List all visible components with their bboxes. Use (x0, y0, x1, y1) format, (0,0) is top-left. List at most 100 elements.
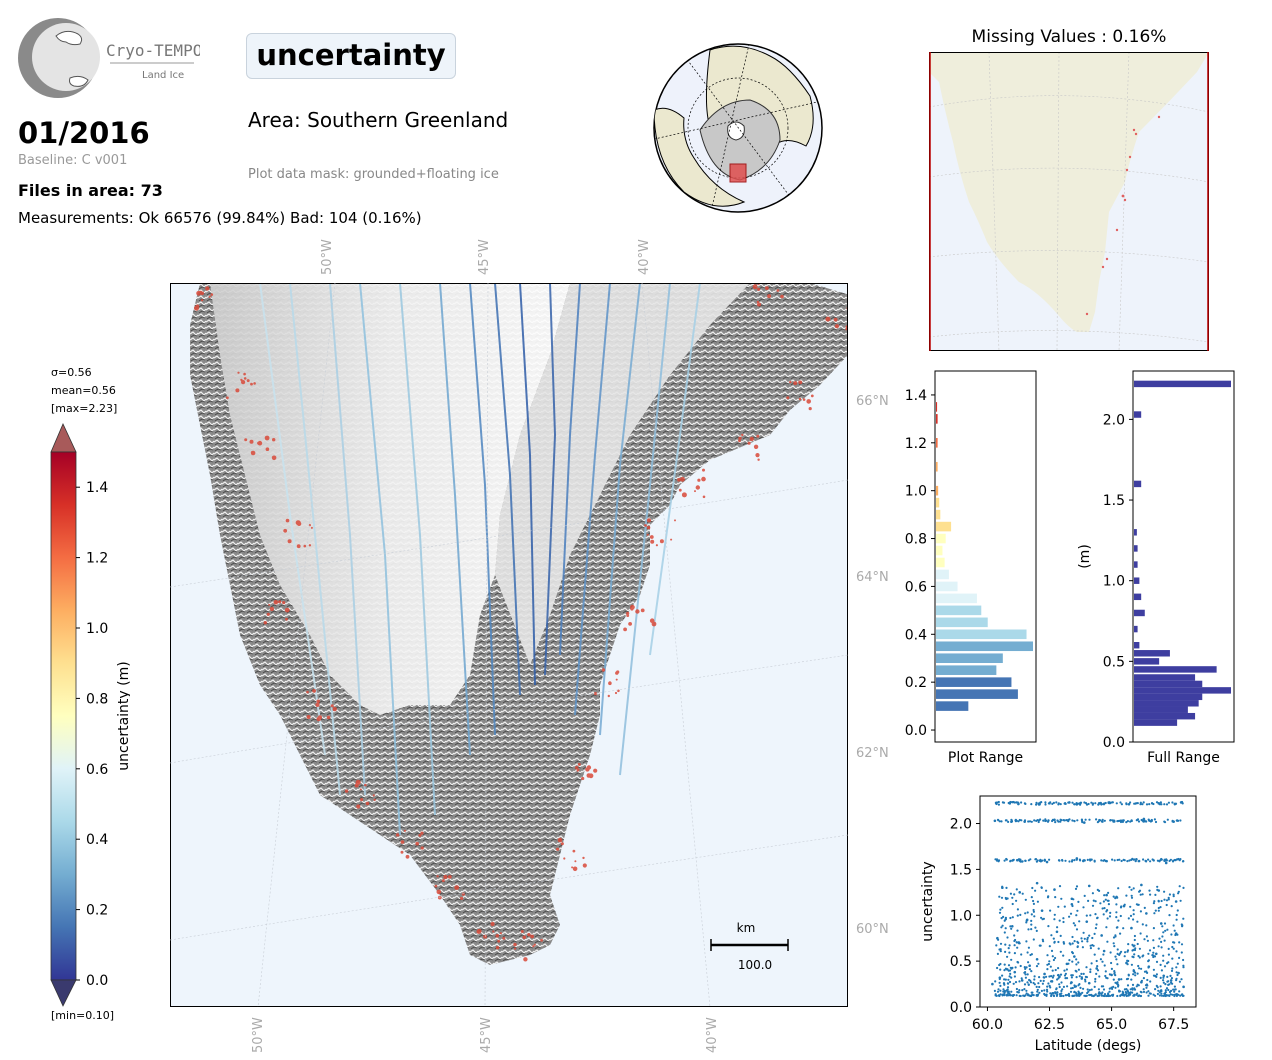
scatter-point (1006, 968, 1009, 971)
logo-name-line2: Land Ice (142, 70, 184, 81)
histogram-bar (936, 557, 945, 568)
scatter-point (1100, 934, 1103, 937)
scatter-point (1112, 819, 1116, 823)
scatter-point (1174, 932, 1178, 935)
scatter-point (1105, 893, 1108, 897)
stat-sigma: σ=0.56 (51, 366, 92, 379)
colorbar-tick-label: 1.2 (86, 551, 108, 567)
scatter-point (1095, 967, 1098, 970)
satellite-tracks (259, 283, 701, 836)
colorbar-tick-label: 0.8 (86, 691, 108, 707)
scatter-point (1097, 802, 1101, 805)
scatter-points (991, 800, 1185, 998)
histogram-bar (1134, 609, 1145, 617)
scatter-point (1110, 973, 1113, 977)
colorbar-tick-label: 0.6 (86, 762, 108, 778)
histogram-bar (1134, 700, 1199, 707)
scatter-point (1018, 891, 1022, 894)
scatter-xtick-label: 67.5 (1158, 1017, 1189, 1033)
scatter-point (1008, 802, 1012, 805)
histogram-bar (936, 689, 1018, 699)
histogram-tick-label: 1.2 (905, 436, 927, 452)
scatter-xlabel: Latitude (degs) (1035, 1038, 1142, 1054)
stat-min: [min=0.10] (51, 1009, 115, 1022)
scatter-point (1140, 980, 1143, 984)
histogram-bar (936, 665, 997, 675)
scatter-point (1073, 955, 1076, 958)
colorbar-min-extension (50, 979, 77, 1007)
colorbar-label: uncertainty (m) (116, 661, 130, 770)
scatter-point (1080, 977, 1084, 980)
histogram-tick-label: 0.0 (905, 723, 927, 739)
ice-sheet-east (495, 283, 750, 665)
histogram-bar (936, 521, 952, 532)
scatter-point (1117, 978, 1121, 981)
scatter-point (1038, 802, 1041, 806)
histogram-bar (936, 653, 1003, 664)
scatter-point (1125, 961, 1128, 965)
scatter-point (1102, 949, 1106, 953)
colorbar-gradient (50, 451, 77, 981)
scatter-point (1147, 965, 1151, 968)
scatter-point (1169, 979, 1173, 982)
histogram-tick-label: 0.0 (1103, 735, 1125, 751)
histogram-bar (936, 402, 938, 412)
lat-64n: 64°N (856, 570, 889, 585)
missing-points (1085, 115, 1161, 316)
histogram-bar (936, 629, 1027, 640)
histogram-tick-label: 1.0 (1103, 574, 1125, 590)
high-uncertainty-points (194, 283, 848, 962)
histogram-bar (1134, 625, 1138, 633)
scatter-point (1023, 820, 1026, 823)
scatter-point (1177, 971, 1180, 975)
scatter-point (1070, 897, 1074, 901)
scatter-point (1159, 922, 1163, 925)
colorbar-tick-label: 1.0 (86, 621, 108, 637)
scatter-point (1162, 974, 1166, 978)
histogram-tick-label: 1.4 (905, 388, 927, 404)
scale-bar: km 100.0 (710, 921, 789, 972)
lon-bottom-50w: 50°W (251, 1017, 266, 1053)
colorbar: 0.0 0.2 0.4 0.6 0.8 1.0 1.2 1.4 uncertainty (m) (50, 423, 130, 1007)
histogram-tick-label: 0.6 (905, 579, 927, 595)
histogram-ylabel: (m) (1077, 544, 1093, 569)
scatter-point (1055, 930, 1059, 934)
cryo-tempo-logo: Cryo-TEMPO Land Ice (18, 18, 200, 98)
scatter-point (1142, 817, 1146, 821)
locator-globe (653, 43, 823, 213)
histogram-bar (936, 641, 1033, 652)
scatter-point (991, 982, 994, 986)
colorbar-tick-label: 1.4 (86, 480, 108, 496)
scatter-point (1182, 985, 1185, 989)
scatter-point (1045, 860, 1049, 864)
scatter-point (1132, 969, 1136, 973)
scatter-point (1070, 902, 1074, 906)
histogram-bar (1134, 545, 1138, 552)
scatter-point (1179, 801, 1183, 804)
scatter-ylabel: uncertainty (920, 861, 936, 941)
histogram-bar (936, 581, 958, 592)
histogram-bar (936, 701, 969, 711)
histogram-bar (936, 617, 988, 628)
baseline-label: Baseline: C v001 (18, 153, 128, 168)
scatter-point (1140, 883, 1143, 887)
scatter-point (1053, 888, 1056, 891)
measurements-label: Measurements: Ok 66576 (99.84%) Bad: 104… (18, 209, 422, 227)
scatter-xtick-label: 62.5 (1034, 1017, 1065, 1033)
histogram-bar (1134, 680, 1203, 688)
scatter-ytick-label: 2.0 (950, 817, 972, 833)
scatter-point (1087, 981, 1091, 985)
scatter-panel: 60.0 62.5 65.0 67.5 0.0 0.5 1.0 1.5 2.0 Latitude … (920, 795, 1197, 1054)
histogram-bar (1134, 480, 1142, 488)
histogram-bar (936, 569, 949, 580)
scatter-point (1135, 858, 1138, 861)
main-map: 50°W 45°W 40°W 50°W 45°W 40°W 66°N 64°N … (170, 239, 889, 1053)
scatter-point (1130, 926, 1133, 930)
lon-top-50w: 50°W (320, 239, 335, 275)
scatter-ytick-label: 0.5 (950, 954, 972, 970)
histogram-bar (936, 461, 938, 472)
histogram-bar (936, 605, 982, 616)
histogram-bar (1134, 712, 1196, 720)
scatter-ytick-label: 1.0 (950, 908, 972, 924)
scatter-point (1087, 884, 1091, 888)
